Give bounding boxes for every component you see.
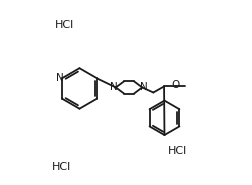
- Text: HCl: HCl: [168, 146, 187, 156]
- Text: O: O: [171, 80, 180, 90]
- Text: N: N: [140, 82, 148, 92]
- Text: HCl: HCl: [51, 162, 71, 172]
- Text: HCl: HCl: [55, 20, 74, 30]
- Text: N: N: [56, 73, 63, 83]
- Text: N: N: [110, 82, 118, 92]
